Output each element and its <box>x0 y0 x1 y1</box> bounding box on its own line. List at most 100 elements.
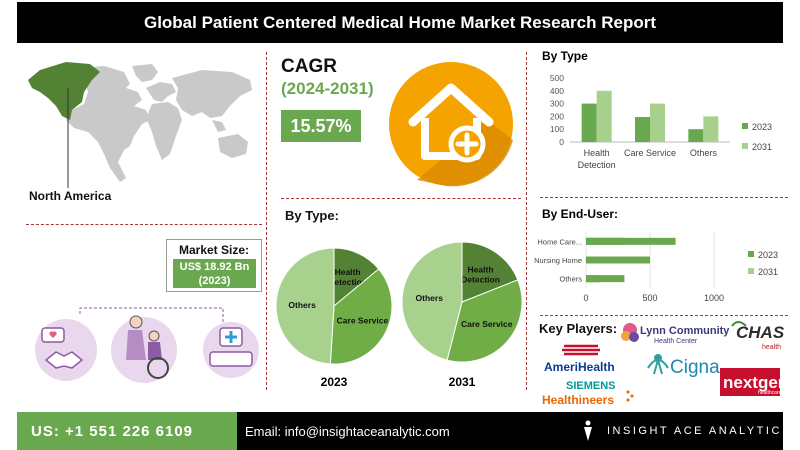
y-tick-label: 400 <box>550 86 564 96</box>
pie-label: Health <box>335 267 361 277</box>
legend-label-2031: 2031 <box>758 267 778 277</box>
y-tick-label: 100 <box>550 124 564 134</box>
y-tick-label: Home Care... <box>537 237 582 246</box>
cagr-title: CAGR <box>281 56 337 77</box>
legend-swatch-2031 <box>748 268 754 274</box>
bar-chart-title: By Type <box>542 49 588 63</box>
divider-right <box>526 52 527 390</box>
svg-text:Cigna: Cigna <box>670 357 720 378</box>
pie-section-title: By Type: <box>285 208 339 223</box>
pie-slice-2031-1 <box>446 279 523 363</box>
market-size-value: US$ 18.92 Bn <box>179 261 250 273</box>
hbar-front-2 <box>586 275 599 283</box>
svg-text:AmeriHealth: AmeriHealth <box>544 360 615 374</box>
legend-swatch-2031 <box>742 143 748 149</box>
svg-text:Health Center: Health Center <box>654 338 698 345</box>
footer-email[interactable]: Email: info@insightaceanalytic.com <box>237 412 567 450</box>
brand-logo-icon <box>584 420 592 441</box>
x-tick-label: Care Service <box>624 148 676 158</box>
x-tick-label: 1000 <box>704 293 724 303</box>
pie-slice-2023-1 <box>329 268 393 365</box>
wheelchair-icon <box>147 357 169 379</box>
medical-home-icon <box>389 62 513 187</box>
bar-2023-0 <box>581 103 597 142</box>
svg-text:Healthineers: Healthineers <box>542 393 614 407</box>
hbar-2031-0 <box>586 237 676 245</box>
nextgen-logo: nextgen healthcare <box>720 368 788 396</box>
y-tick-label: 200 <box>550 111 564 121</box>
legend-swatch-2023 <box>748 251 754 257</box>
x-tick-label: Detection <box>578 160 616 170</box>
brand-name: INSIGHT ACE ANALYTIC <box>607 425 782 437</box>
pie-label: Care Service <box>461 319 513 329</box>
cagr-period: (2024-2031) <box>281 79 374 98</box>
svg-text:healthcare: healthcare <box>758 390 782 396</box>
handshake-icon <box>44 351 84 369</box>
bar-2031-2 <box>703 116 719 142</box>
lynn-community-logo: Lynn Community Health Center <box>621 323 730 345</box>
hbar-chart-title: By End-User: <box>542 207 618 221</box>
svg-text:health: health <box>762 344 781 351</box>
divider-left-h <box>26 224 262 225</box>
x-tick-label: 0 <box>583 293 588 303</box>
cigna-logo: Cigna <box>647 354 720 378</box>
x-tick-label: 500 <box>642 293 657 303</box>
chas-health-logo: CHAS health <box>731 321 785 351</box>
pie-slice-2031-2 <box>401 241 463 361</box>
page-title: Global Patient Centered Medical Home Mar… <box>143 12 657 32</box>
bed-icon <box>209 351 253 367</box>
hbar-2031-2 <box>586 275 625 283</box>
x-tick-label: Others <box>690 148 718 158</box>
pie-label: Detection <box>461 275 500 285</box>
divider-right-h2 <box>540 315 788 316</box>
amerihealth-logo: AmeriHealth <box>544 344 615 374</box>
pie-title-2031: 2031 <box>449 375 476 389</box>
divider-left <box>266 52 267 390</box>
market-size-year: (2023) <box>198 275 231 287</box>
y-tick-label: 500 <box>550 73 564 83</box>
y-tick-label: Others <box>559 275 582 284</box>
legend-swatch-2023 <box>742 123 748 129</box>
header-title-box: Global Patient Centered Medical Home Mar… <box>17 2 783 43</box>
key-players-logos: Lynn Community Health Center CHAS health… <box>542 321 788 407</box>
connector-line <box>79 307 224 322</box>
bar-2031-1 <box>650 103 665 142</box>
svg-text:Lynn Community: Lynn Community <box>640 325 730 337</box>
world-map <box>28 62 252 188</box>
caregiver-head <box>129 315 143 329</box>
legend-label-2023: 2023 <box>758 250 778 260</box>
pie-label: Others <box>288 300 316 310</box>
y-tick-label: Nursing Home <box>534 256 582 265</box>
legend-label-2023: 2023 <box>752 122 772 132</box>
by-type-bar-chart: By Type 0 100 200 300 400 500 Health Detection Ca… <box>542 49 772 170</box>
by-end-user-bar-chart: By End-User: 0 500 1000 Home Care... Nursing … <box>534 207 778 303</box>
hbar-front-0 <box>586 237 625 245</box>
patient-head <box>148 330 160 342</box>
pie-slice-2023-0 <box>333 247 380 308</box>
divider-mid-h <box>281 198 521 199</box>
pie-title-2023: 2023 <box>321 375 348 389</box>
header-bar: Global Patient Centered Medical Home Mar… <box>0 0 800 44</box>
key-players-title: Key Players: <box>539 321 618 336</box>
pie-slice-2031-0 <box>461 241 519 303</box>
pie-label: Detection <box>328 277 367 287</box>
svg-text:nextgen: nextgen <box>723 373 788 392</box>
market-size-label: Market Size: <box>178 243 250 257</box>
siemens-healthineers-logo: SIEMENS Healthineers <box>542 380 634 407</box>
footer-brand: INSIGHT ACE ANALYTIC <box>567 412 783 450</box>
x-tick-label: Health <box>584 148 610 158</box>
y-tick-label: 300 <box>550 99 564 109</box>
svg-text:CHAS: CHAS <box>736 323 785 342</box>
footer-phone[interactable]: US: +1 551 226 6109 <box>17 412 237 450</box>
svg-text:SIEMENS: SIEMENS <box>566 380 616 392</box>
market-size-value-box: US$ 18.92 Bn (2023) <box>173 259 256 288</box>
hbar-2031-1 <box>586 256 650 264</box>
bar-2031-0 <box>596 90 612 142</box>
pie-slice-2023-2 <box>275 247 335 365</box>
pie-label: Health <box>468 265 494 275</box>
hbar-front-1 <box>586 256 612 264</box>
cagr-value: 15.57% <box>281 110 361 142</box>
plus-icon <box>455 132 479 156</box>
bar-2023-2 <box>688 129 704 142</box>
